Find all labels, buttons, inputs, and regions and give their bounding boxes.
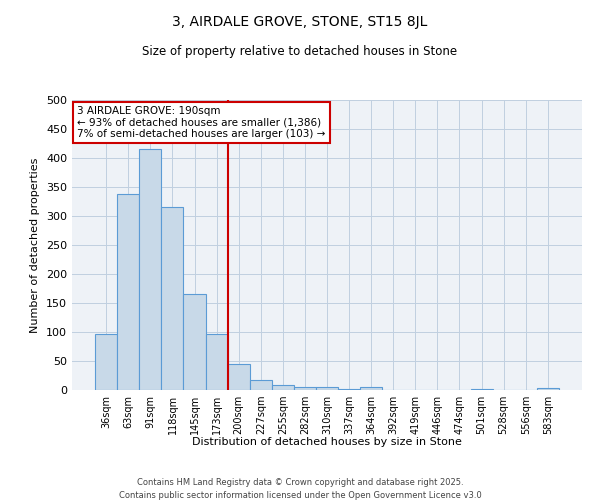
Bar bbox=[227, 364, 250, 390]
Bar bbox=[250, 380, 272, 390]
Bar bbox=[95, 334, 117, 390]
Bar bbox=[206, 334, 227, 390]
Text: Contains HM Land Registry data © Crown copyright and database right 2025.: Contains HM Land Registry data © Crown c… bbox=[137, 478, 463, 487]
Bar bbox=[117, 194, 139, 390]
Text: Contains public sector information licensed under the Open Government Licence v3: Contains public sector information licen… bbox=[119, 490, 481, 500]
Y-axis label: Number of detached properties: Number of detached properties bbox=[31, 158, 40, 332]
X-axis label: Distribution of detached houses by size in Stone: Distribution of detached houses by size … bbox=[192, 437, 462, 447]
Text: 3 AIRDALE GROVE: 190sqm
← 93% of detached houses are smaller (1,386)
7% of semi-: 3 AIRDALE GROVE: 190sqm ← 93% of detache… bbox=[77, 106, 325, 139]
Bar bbox=[184, 294, 206, 390]
Text: Size of property relative to detached houses in Stone: Size of property relative to detached ho… bbox=[142, 45, 458, 58]
Bar bbox=[316, 387, 338, 390]
Bar bbox=[272, 386, 294, 390]
Bar bbox=[360, 387, 382, 390]
Bar bbox=[470, 389, 493, 390]
Text: 3, AIRDALE GROVE, STONE, ST15 8JL: 3, AIRDALE GROVE, STONE, ST15 8JL bbox=[172, 15, 428, 29]
Bar bbox=[537, 388, 559, 390]
Bar bbox=[139, 150, 161, 390]
Bar bbox=[161, 208, 184, 390]
Bar bbox=[294, 387, 316, 390]
